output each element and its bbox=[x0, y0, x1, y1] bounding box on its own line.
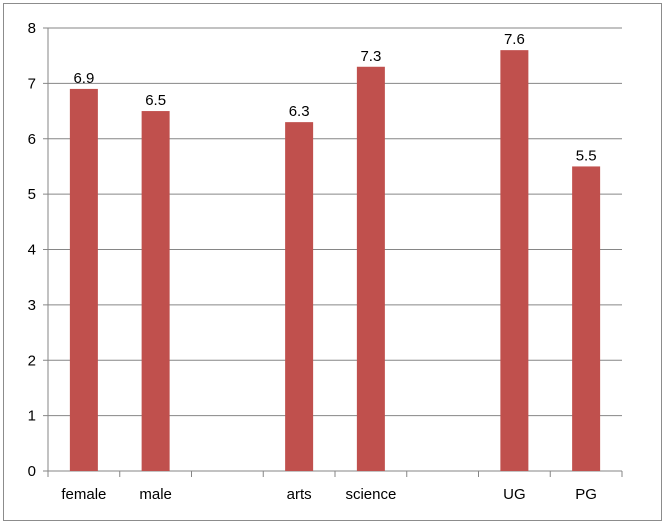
x-tick-label-arts: arts bbox=[287, 486, 312, 503]
bar-male bbox=[141, 111, 170, 471]
data-label-science: 7.3 bbox=[360, 48, 381, 65]
data-label-female: 6.9 bbox=[73, 70, 94, 87]
bar-science bbox=[356, 66, 385, 471]
data-label-PG: 5.5 bbox=[576, 147, 597, 164]
y-tick-label: 8 bbox=[28, 20, 36, 37]
x-tick-label-science: science bbox=[345, 486, 396, 503]
y-tick-label: 4 bbox=[28, 242, 36, 259]
x-tick-label-UG: UG bbox=[503, 486, 526, 503]
axes bbox=[43, 27, 623, 477]
x-tick-label-PG: PG bbox=[575, 486, 597, 503]
y-tick-label: 7 bbox=[28, 75, 36, 92]
y-tick-label: 2 bbox=[28, 352, 36, 369]
data-label-arts: 6.3 bbox=[289, 103, 310, 120]
bar-PG bbox=[572, 166, 601, 471]
y-tick-label: 5 bbox=[28, 186, 36, 203]
y-tick-label: 1 bbox=[28, 408, 36, 425]
y-tick-labels: 0 1 2 3 4 5 6 7 8 bbox=[28, 20, 36, 480]
bars bbox=[69, 50, 601, 472]
x-tick-label-female: female bbox=[61, 486, 106, 503]
x-tick-labels: female male arts science UG PG bbox=[61, 486, 597, 503]
data-labels: 6.9 6.5 6.3 7.3 7.6 5.5 bbox=[73, 31, 596, 164]
data-label-UG: 7.6 bbox=[504, 31, 525, 48]
y-tick-label: 6 bbox=[28, 131, 36, 148]
gridlines bbox=[48, 27, 622, 417]
chart-frame bbox=[3, 3, 662, 521]
bar-UG bbox=[500, 50, 529, 472]
x-tick-label-male: male bbox=[139, 486, 172, 503]
y-tick-label: 3 bbox=[28, 297, 36, 314]
bar-arts bbox=[285, 122, 314, 471]
bar-female bbox=[69, 88, 98, 471]
data-label-male: 6.5 bbox=[145, 92, 166, 109]
y-tick-label: 0 bbox=[28, 463, 36, 480]
